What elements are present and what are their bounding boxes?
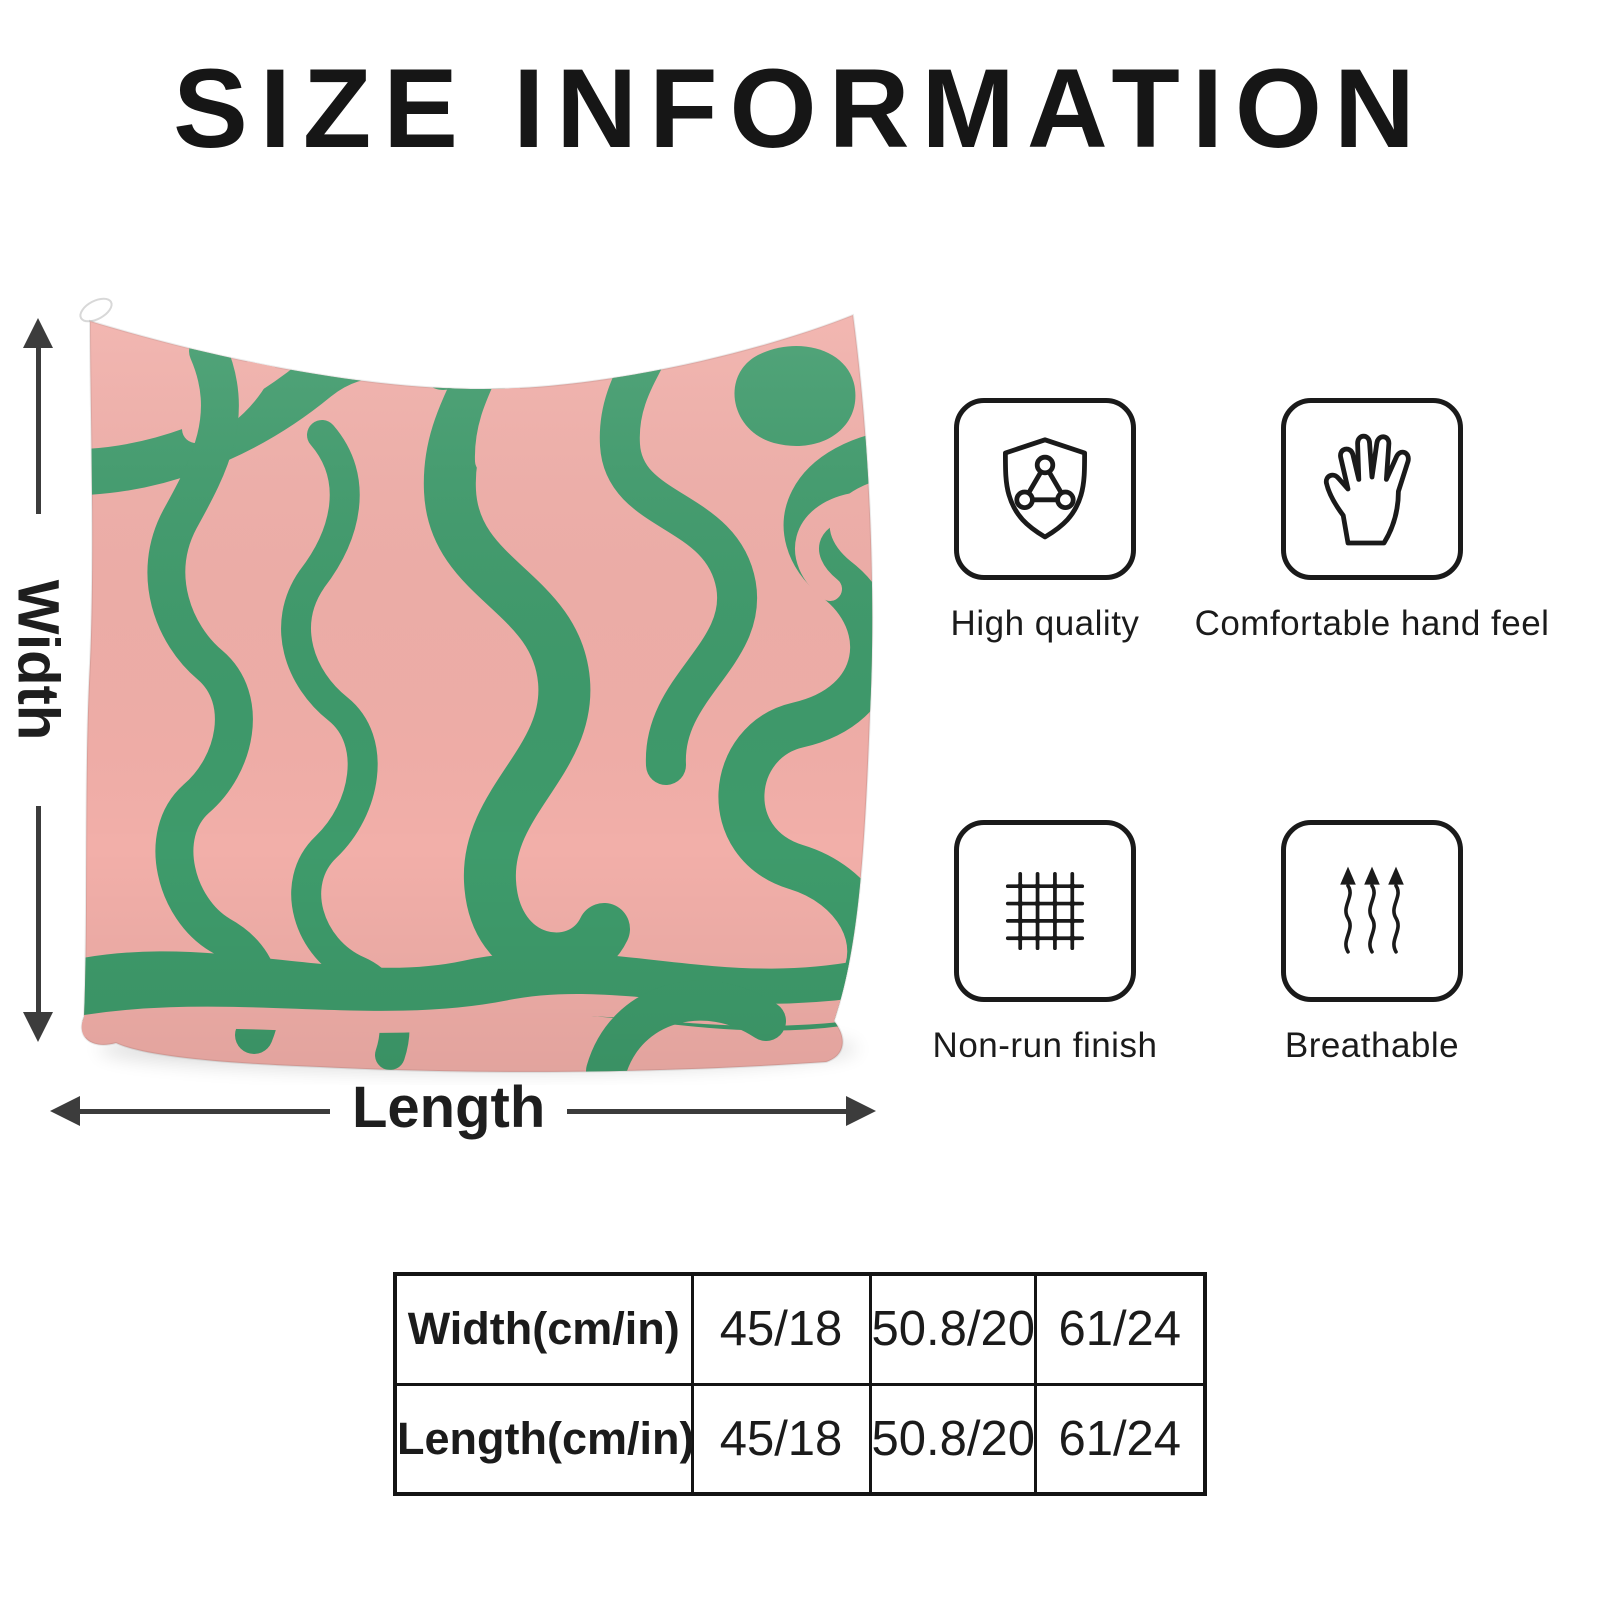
icon-box	[1281, 398, 1463, 580]
arrowhead-right-icon	[846, 1096, 876, 1126]
feature-non-run-finish: Non-run finish	[880, 820, 1210, 1066]
mesh-grid-icon	[1005, 871, 1085, 951]
swirl-pattern	[81, 315, 873, 1072]
feature-breathable: Breathable	[1200, 820, 1544, 1066]
size-value-cell: 45/18	[690, 1272, 872, 1386]
page-title: SIZE INFORMATION	[173, 46, 1427, 171]
length-dimension-arrow: Length	[50, 1075, 876, 1142]
arrowhead-left-icon	[50, 1096, 80, 1126]
table-row: Width(cm/in) 45/18 50.8/20 61/24	[393, 1272, 1207, 1386]
size-value-cell: 50.8/20	[868, 1382, 1037, 1496]
arrow-line	[80, 1108, 330, 1114]
feature-label: Non-run finish	[932, 1026, 1158, 1065]
feature-label: Breathable	[1284, 1026, 1460, 1065]
feature-label: Comfortable hand feel	[1194, 604, 1550, 643]
arrowhead-up-icon	[23, 318, 53, 348]
airflow-arrows-icon	[1340, 866, 1404, 954]
width-label-wrap: Width	[6, 514, 71, 806]
shield-quality-icon	[1003, 437, 1087, 540]
pillow-swirl-illustration	[79, 297, 874, 1073]
arrow-line	[35, 348, 41, 514]
size-value-cell: 61/24	[1033, 1382, 1207, 1496]
width-dimension-arrow: Width	[6, 318, 71, 1042]
arrow-line	[567, 1108, 846, 1114]
table-row: Length(cm/in) 45/18 50.8/20 61/24	[393, 1382, 1207, 1496]
size-value-cell: 45/18	[690, 1382, 872, 1496]
zipper-tab	[79, 297, 113, 323]
feature-label: High quality	[950, 604, 1140, 643]
size-value-cell: 61/24	[1033, 1272, 1207, 1386]
feature-high-quality: High quality	[880, 398, 1210, 644]
size-table: Width(cm/in) 45/18 50.8/20 61/24 Length(…	[393, 1272, 1207, 1496]
width-label: Width	[5, 579, 71, 741]
size-value-cell: 50.8/20	[868, 1272, 1037, 1386]
icon-box	[954, 820, 1136, 1002]
length-label: Length	[352, 1074, 546, 1140]
feature-comfortable-hand-feel: Comfortable hand feel	[1195, 398, 1549, 644]
arrowhead-down-icon	[23, 1012, 53, 1042]
icon-box	[954, 398, 1136, 580]
hand-icon	[1323, 433, 1411, 546]
arrow-line	[35, 806, 41, 1012]
row-header-cell: Width(cm/in)	[393, 1272, 694, 1386]
row-header-cell: Length(cm/in)	[393, 1382, 694, 1496]
icon-box	[1281, 820, 1463, 1002]
